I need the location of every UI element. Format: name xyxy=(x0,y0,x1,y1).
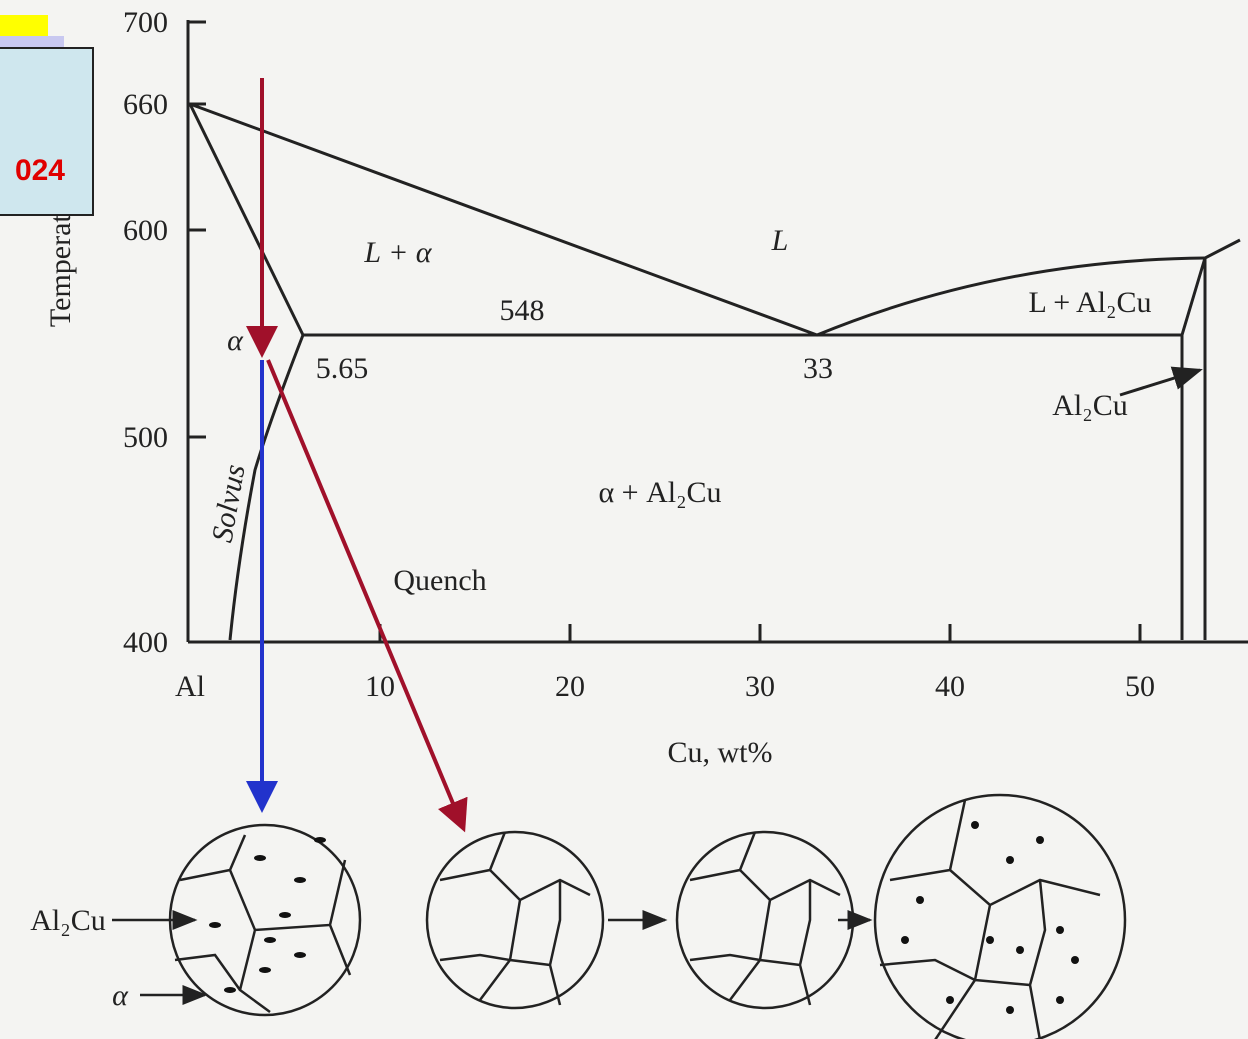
micro-label: Al₂Cu xyxy=(30,904,105,937)
pointer xyxy=(1120,370,1200,395)
al2cu-phase xyxy=(1182,258,1205,640)
grain-circle xyxy=(427,832,603,1008)
grain-circle xyxy=(677,832,853,1008)
y-tick-label: 500 xyxy=(123,421,168,454)
grain-boundaries xyxy=(175,835,350,1012)
badge xyxy=(0,48,93,215)
annotation: Quench xyxy=(393,564,486,597)
region-label: L xyxy=(771,224,789,257)
grain-boundaries xyxy=(690,832,840,1005)
y-tick-label: 700 xyxy=(123,6,168,39)
region-label: α + Al₂Cu xyxy=(598,476,721,509)
y-tick-label: 600 xyxy=(123,214,168,247)
region-label: L + Al₂Cu xyxy=(1029,286,1152,319)
x-tick-label: 50 xyxy=(1125,670,1155,703)
x-tick-label: 40 xyxy=(935,670,965,703)
grain-boundaries xyxy=(440,832,590,1005)
x-tick-label: 10 xyxy=(365,670,395,703)
figure: Temperature, °C 700 660 600 500 400 Al 1… xyxy=(0,0,1248,1039)
precipitates xyxy=(901,821,1079,1014)
al2cu-liquidus xyxy=(1182,240,1240,335)
y-tick-label: 400 xyxy=(123,626,168,659)
grain-circle xyxy=(875,795,1125,1039)
x-tick-label: 20 xyxy=(555,670,585,703)
annotation: Al₂Cu xyxy=(1052,389,1127,422)
page: Temperature, °C 700 660 600 500 400 Al 1… xyxy=(0,0,1248,1039)
grain-boundaries xyxy=(880,800,1100,1039)
annotation: 5.65 xyxy=(316,352,369,385)
x-tick-label: 30 xyxy=(745,670,775,703)
region-label: α xyxy=(227,324,244,357)
region-label: L + α xyxy=(363,236,432,269)
x-tick-label: Al xyxy=(175,670,205,703)
micro-label: α xyxy=(112,979,129,1012)
annotation: 33 xyxy=(803,352,833,385)
y-tick-label: 660 xyxy=(123,88,168,121)
badge-text: 024 xyxy=(15,154,65,187)
x-axis-label: Cu, wt% xyxy=(668,736,773,769)
microstructures: Al₂Cu α xyxy=(30,795,1125,1039)
annotation: 548 xyxy=(500,294,545,327)
